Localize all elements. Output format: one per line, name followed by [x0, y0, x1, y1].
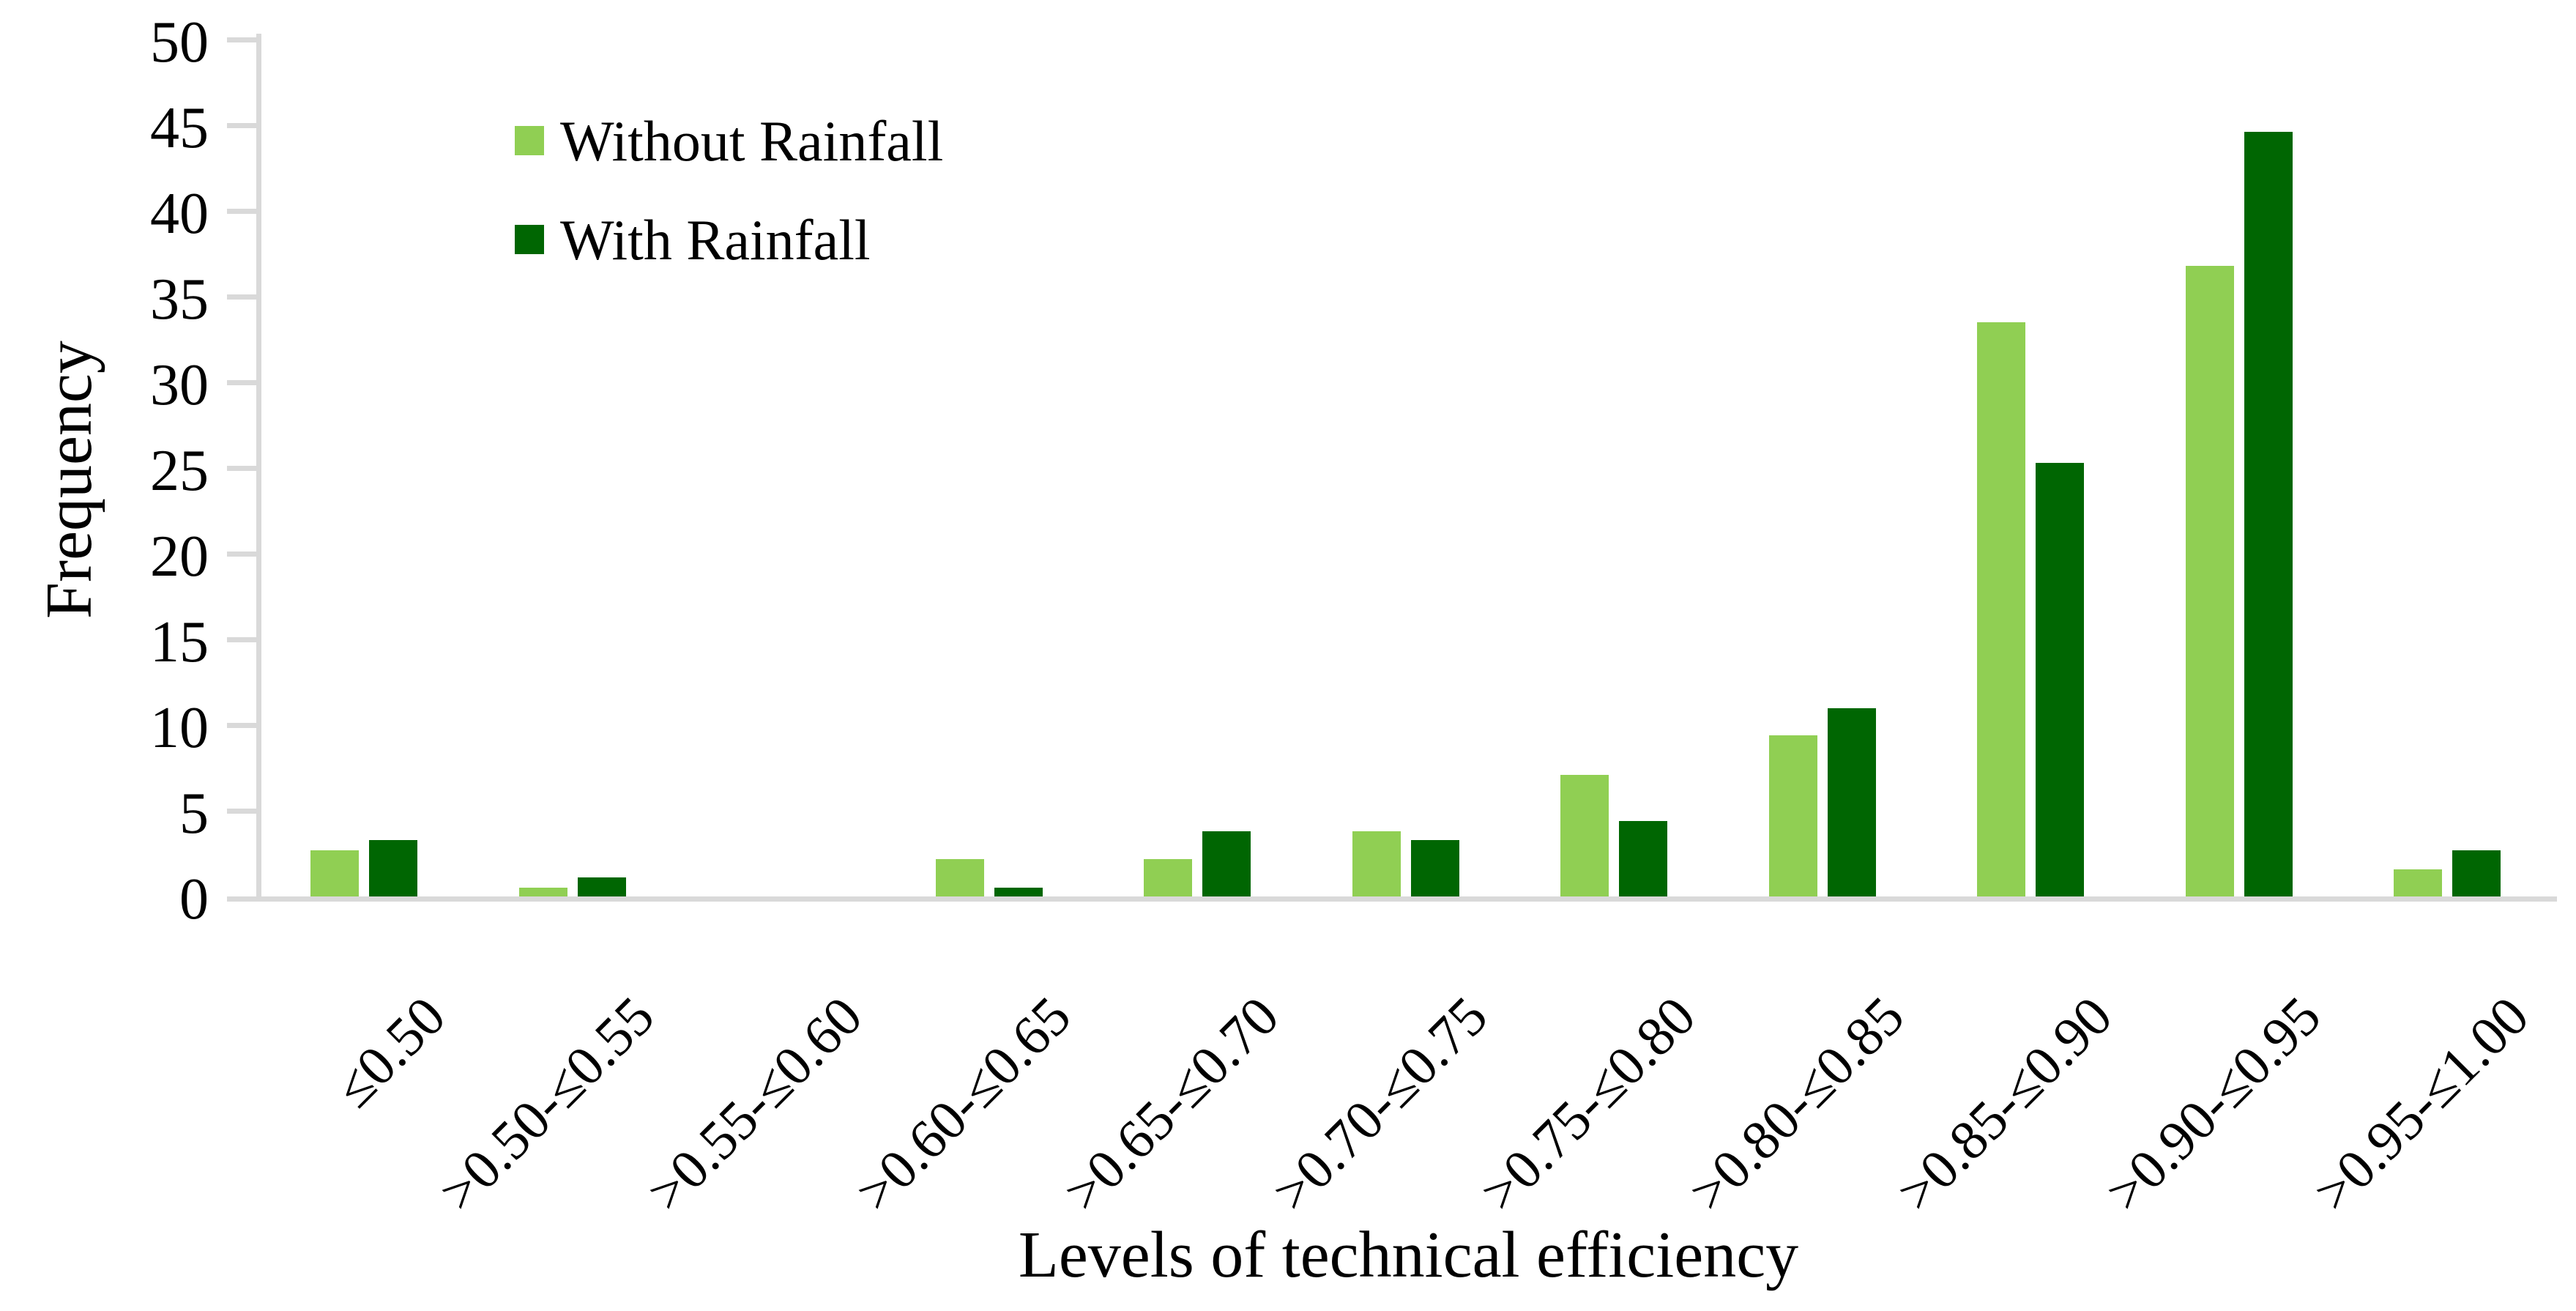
x-category-label-0-95-1-00: >0.95-≤1.00 — [2302, 985, 2541, 1224]
y-tick-label-5: 5 — [179, 781, 209, 846]
y-tick-label-50: 50 — [150, 10, 209, 75]
bar-with-rainfall-0-85-0-90 — [2036, 462, 2084, 896]
legend-label-with-rainfall: With Rainfall — [560, 208, 871, 272]
bar-without-rainfall-0-80-0-85 — [1768, 735, 1817, 896]
legend-label-without-rainfall: Without Rainfall — [560, 109, 944, 173]
x-category-label-0-90-0-95: >0.90-≤0.95 — [2093, 985, 2333, 1224]
bar-without-rainfall-0-70-0-75 — [1352, 831, 1401, 896]
x-category-label-0-75-0-80: >0.75-≤0.80 — [1469, 985, 1708, 1224]
legend-swatch-without-rainfall — [515, 126, 544, 155]
bar-without-rainfall-0-50 — [310, 850, 359, 896]
bar-with-rainfall-0-90-0-95 — [2244, 132, 2293, 896]
x-category-label-0-70-0-75: >0.70-≤0.75 — [1260, 985, 1500, 1224]
bar-with-rainfall-0-50 — [369, 839, 417, 896]
bar-with-rainfall-0-80-0-85 — [1827, 708, 1876, 896]
bar-without-rainfall-0-85-0-90 — [1977, 322, 2025, 896]
x-category-label-0-85-0-90: >0.85-≤0.90 — [1886, 985, 2124, 1224]
y-tick-label-20: 20 — [150, 524, 209, 589]
bar-without-rainfall-0-95-1-00 — [2394, 869, 2442, 896]
legend-swatch-with-rainfall — [515, 225, 544, 254]
y-tick-mark-20 — [227, 551, 256, 557]
bar-without-rainfall-0-90-0-95 — [2185, 265, 2234, 896]
x-category-label-0-55-0-60: >0.55-≤0.60 — [636, 985, 874, 1224]
x-category-label-0-80-0-85: >0.80-≤0.85 — [1677, 985, 1916, 1224]
bar-with-rainfall-0-75-0-80 — [1619, 821, 1667, 896]
y-tick-mark-10 — [227, 723, 256, 728]
bar-without-rainfall-0-50-0-55 — [518, 888, 567, 896]
bar-with-rainfall-0-65-0-70 — [1202, 831, 1251, 896]
y-tick-mark-5 — [227, 809, 256, 814]
bar-without-rainfall-0-65-0-70 — [1144, 858, 1192, 896]
bar-with-rainfall-0-60-0-65 — [994, 888, 1043, 896]
y-tick-mark-15 — [227, 637, 256, 642]
x-category-label-0-50: ≤0.50 — [323, 985, 458, 1120]
y-tick-mark-45 — [227, 123, 256, 128]
x-category-label-0-60-0-65: >0.60-≤0.65 — [844, 985, 1083, 1224]
y-tick-mark-40 — [227, 209, 256, 214]
x-category-label-0-65-0-70: >0.65-≤0.70 — [1052, 985, 1291, 1224]
y-tick-label-40: 40 — [150, 181, 209, 246]
y-tick-label-35: 35 — [150, 267, 209, 332]
y-tick-mark-25 — [227, 466, 256, 471]
y-tick-label-45: 45 — [150, 95, 209, 160]
bar-with-rainfall-0-50-0-55 — [577, 877, 626, 896]
y-tick-label-15: 15 — [150, 609, 209, 675]
y-tick-label-10: 10 — [150, 695, 209, 760]
bar-without-rainfall-0-60-0-65 — [935, 858, 984, 896]
y-tick-mark-35 — [227, 294, 256, 300]
y-axis-line — [256, 34, 261, 902]
x-axis-line — [227, 896, 2557, 902]
y-tick-mark-50 — [227, 37, 256, 42]
bar-with-rainfall-0-70-0-75 — [1410, 839, 1459, 896]
y-tick-label-0: 0 — [179, 866, 209, 932]
x-axis-title: Levels of technical efficiency — [1018, 1219, 1799, 1291]
y-tick-label-30: 30 — [150, 352, 209, 417]
y-tick-mark-30 — [227, 380, 256, 385]
bar-without-rainfall-0-75-0-80 — [1560, 774, 1609, 896]
bar-with-rainfall-0-95-1-00 — [2452, 850, 2501, 896]
x-category-label-0-50-0-55: >0.50-≤0.55 — [427, 985, 666, 1224]
y-tick-label-25: 25 — [150, 438, 209, 503]
